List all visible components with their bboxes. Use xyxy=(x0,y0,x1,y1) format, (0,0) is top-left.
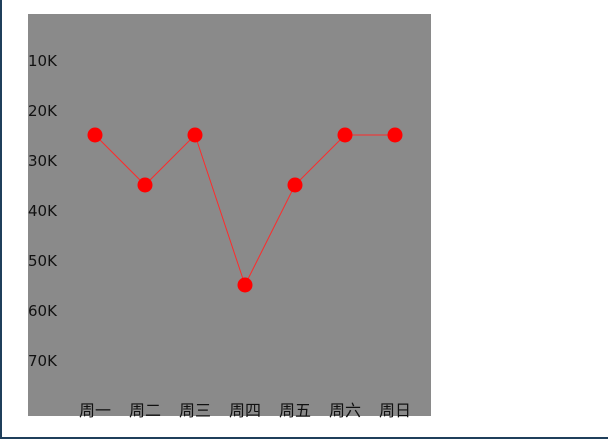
data-point xyxy=(287,177,303,193)
x-tick-label: 周二 xyxy=(129,401,161,420)
data-markers xyxy=(87,127,403,293)
x-tick-label: 周五 xyxy=(279,401,311,420)
x-tick-label: 周四 xyxy=(229,401,261,420)
window-bottom-edge xyxy=(0,437,608,439)
x-tick-label: 周六 xyxy=(329,401,361,420)
x-tick-label: 周一 xyxy=(79,401,111,420)
y-tick-label: 60K xyxy=(28,302,58,320)
data-point xyxy=(237,277,253,293)
y-tick-label: 30K xyxy=(28,152,58,170)
y-tick-label: 10K xyxy=(28,52,58,70)
data-point xyxy=(337,127,353,143)
y-tick-label: 40K xyxy=(28,202,58,220)
y-tick-label: 20K xyxy=(28,102,58,120)
y-tick-label: 70K xyxy=(28,352,58,370)
y-axis-ticks: 10K 20K 30K 40K 50K 60K 70K xyxy=(28,52,58,370)
window-left-edge xyxy=(0,0,2,439)
data-point xyxy=(187,127,203,143)
x-tick-label: 周三 xyxy=(179,401,211,420)
x-axis-ticks: 周一 周二 周三 周四 周五 周六 周日 xyxy=(79,401,411,420)
data-point xyxy=(87,127,103,143)
data-point xyxy=(387,127,403,143)
x-tick-label: 周日 xyxy=(379,401,411,420)
y-tick-label: 50K xyxy=(28,252,58,270)
plot-background xyxy=(28,14,431,416)
data-point xyxy=(137,177,153,193)
